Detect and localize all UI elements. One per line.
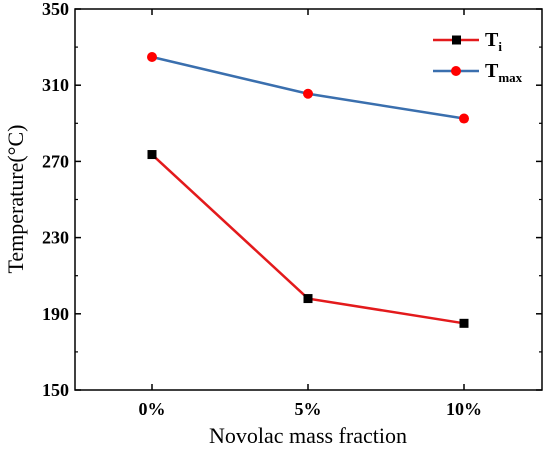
y-tick-label: 190	[42, 304, 69, 324]
y-tick-label: 270	[42, 151, 69, 171]
legend-marker-tmax	[451, 66, 461, 76]
y-axis-title: Temperature(°C)	[3, 125, 28, 274]
data-point-tmax	[459, 113, 469, 124]
y-tick-label: 230	[42, 228, 69, 248]
series-line-tmax	[151, 55, 465, 120]
data-point-tmax	[303, 88, 313, 99]
plot-area-frame	[74, 8, 543, 391]
legend-label-ti: Ti	[485, 29, 502, 54]
y-tick-label: 310	[42, 75, 69, 95]
data-point-ti	[459, 318, 469, 328]
y-axis-ticks: 150 190 230 270 310 350	[42, 0, 542, 400]
x-tick-label: 10%	[446, 399, 482, 419]
legend-label-tmax: Tmax	[485, 60, 523, 85]
x-tick-label: 0%	[139, 399, 166, 419]
series-layer	[147, 52, 469, 328]
x-axis-title: Novolac mass fraction	[209, 423, 407, 448]
x-tick-label: 5%	[295, 399, 322, 419]
data-point-tmax	[147, 52, 157, 63]
data-point-ti	[303, 294, 313, 304]
x-axis-ticks: 0% 5% 10%	[139, 9, 482, 419]
y-tick-label: 150	[42, 380, 69, 400]
legend: Ti Tmax	[433, 29, 523, 85]
legend-marker-ti	[452, 35, 461, 45]
data-point-ti	[147, 150, 157, 160]
y-tick-label: 350	[42, 0, 69, 19]
